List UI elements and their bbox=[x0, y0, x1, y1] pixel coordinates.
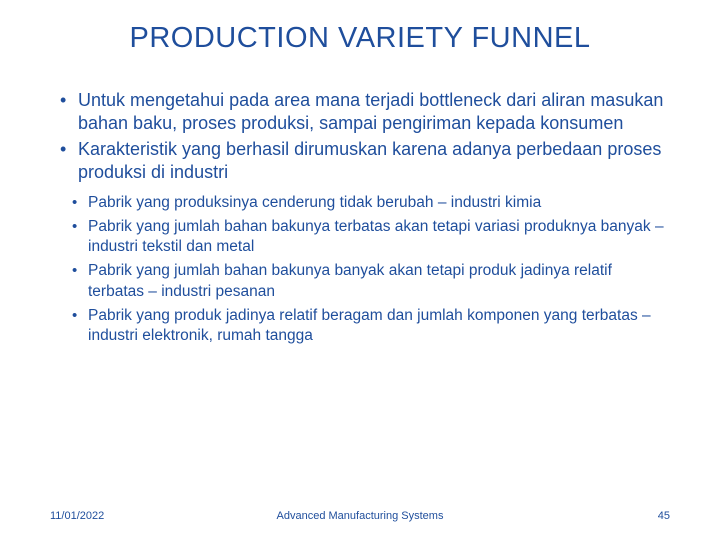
list-item: Pabrik yang produksinya cenderung tidak … bbox=[88, 193, 670, 213]
main-bullet-list: Untuk mengetahui pada area mana terjadi … bbox=[50, 89, 670, 183]
footer-title: Advanced Manufacturing Systems bbox=[277, 510, 444, 522]
footer-page-number: 45 bbox=[658, 510, 670, 522]
list-item: Pabrik yang produk jadinya relatif berag… bbox=[88, 306, 670, 346]
slide-footer: 11/01/2022 Advanced Manufacturing System… bbox=[0, 510, 720, 522]
list-item: Karakteristik yang berhasil dirumuskan k… bbox=[78, 138, 670, 183]
list-item: Pabrik yang jumlah bahan bakunya terbata… bbox=[88, 217, 670, 257]
footer-date: 11/01/2022 bbox=[50, 510, 104, 522]
sub-bullet-list: Pabrik yang produksinya cenderung tidak … bbox=[50, 193, 670, 346]
slide-title: PRODUCTION VARIETY FUNNEL bbox=[50, 22, 670, 55]
list-item: Pabrik yang jumlah bahan bakunya banyak … bbox=[88, 261, 670, 301]
list-item: Untuk mengetahui pada area mana terjadi … bbox=[78, 89, 670, 134]
slide: PRODUCTION VARIETY FUNNEL Untuk mengetah… bbox=[0, 0, 720, 540]
